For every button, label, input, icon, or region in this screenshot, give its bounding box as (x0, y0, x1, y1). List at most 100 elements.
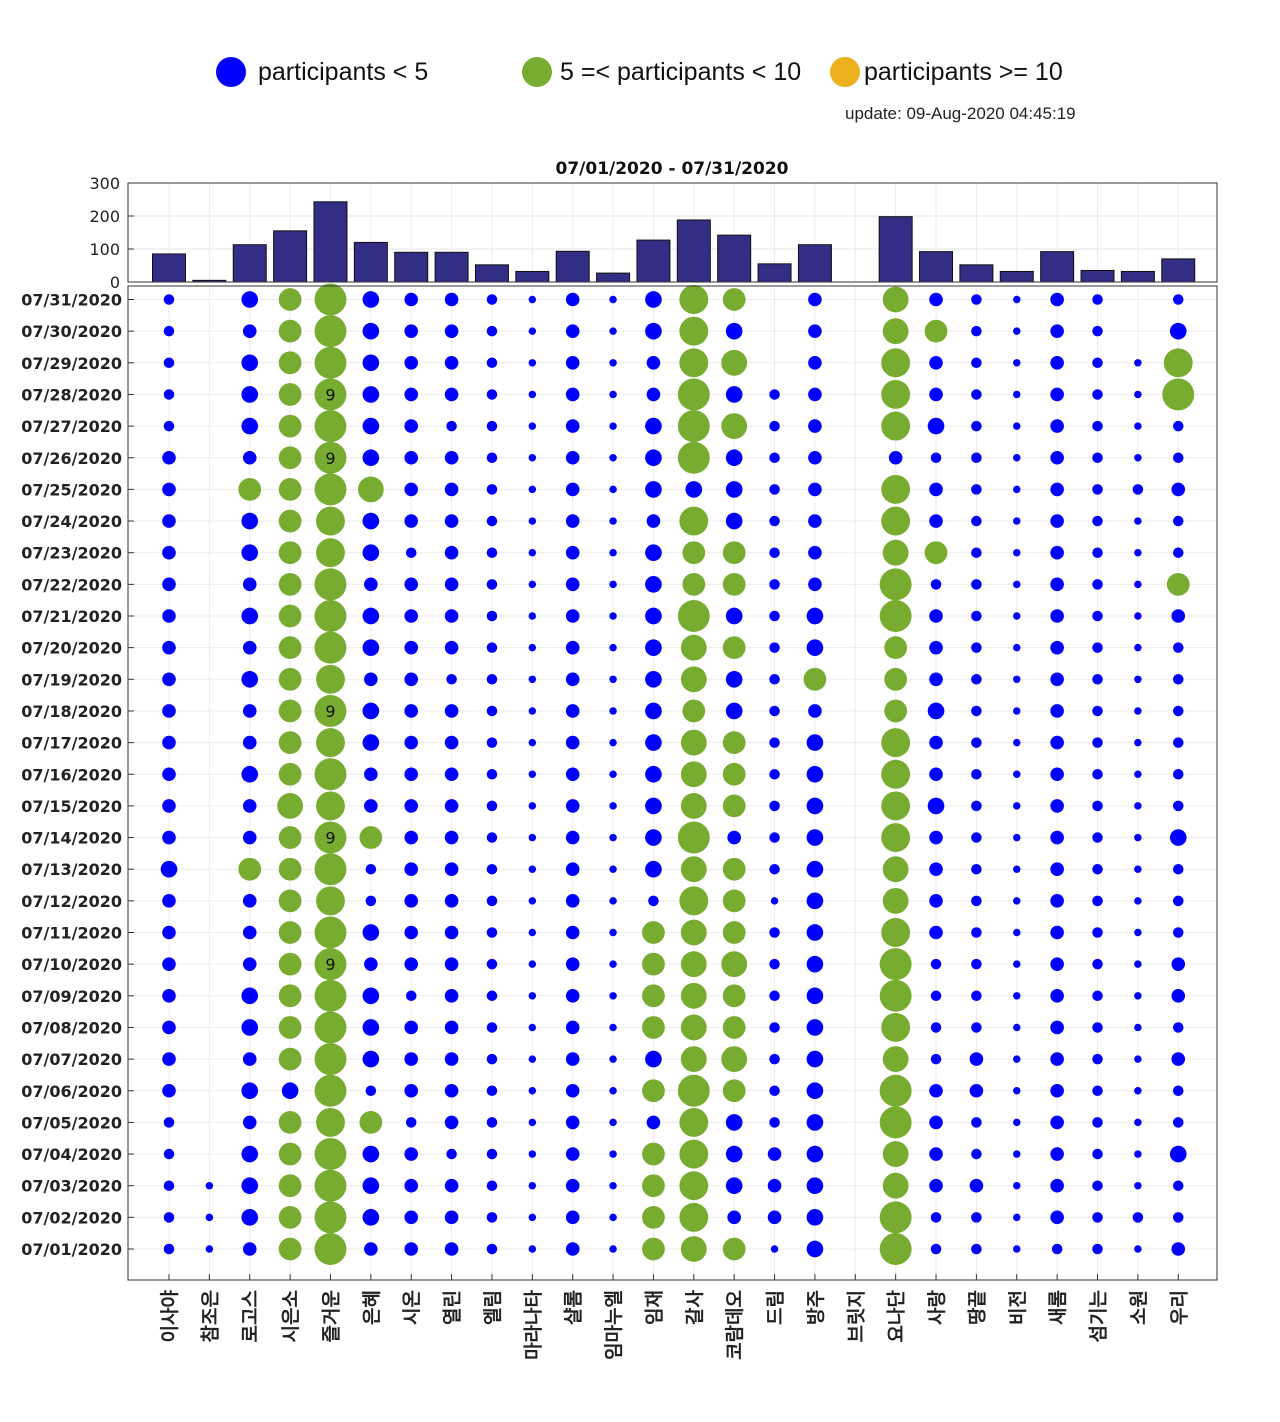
bubble-마라나타-07/30/2020 (528, 327, 537, 335)
bubble-갈사-07/23/2020 (682, 541, 706, 565)
bubble-은혜-07/31/2020 (362, 291, 380, 308)
bubble-이사야-07/18/2020 (162, 704, 176, 718)
bubble-즐거운-07/25/2020 (314, 473, 347, 506)
bubble-임마누엘-07/05/2020 (609, 1118, 617, 1127)
bubble-갈사-07/19/2020 (680, 666, 707, 693)
bubble-로고스-07/27/2020 (241, 417, 259, 435)
bubble-우리-07/22/2020 (1166, 572, 1190, 596)
bubble-코람데오-07/20/2020 (722, 636, 746, 660)
bubble-임마누엘-07/22/2020 (609, 580, 617, 589)
bubble-코람데오-07/29/2020 (721, 349, 748, 376)
bubble-은혜-07/21/2020 (362, 607, 380, 625)
bubble-시은소-07/23/2020 (278, 541, 302, 565)
bubble-코람데오-07/09/2020 (722, 984, 746, 1008)
bubble-비전-07/13/2020 (1013, 865, 1021, 873)
bubble-마라나타-07/29/2020 (528, 359, 537, 367)
bubble-섬기는-07/07/2020 (1092, 1053, 1103, 1065)
bubble-섬기는-07/09/2020 (1092, 990, 1103, 1002)
bubble-섬기는-07/13/2020 (1092, 863, 1103, 875)
bubble-비전-07/07/2020 (1013, 1055, 1021, 1063)
bubble-시은소-07/22/2020 (278, 572, 302, 596)
bubble-드림-07/22/2020 (769, 579, 780, 590)
bubble-즐거운-07/04/2020 (314, 1138, 347, 1171)
bubble-이사야-07/21/2020 (162, 609, 176, 623)
bubble-방주-07/30/2020 (808, 324, 822, 338)
bubble-엘림-07/25/2020 (486, 484, 498, 495)
bubble-value-label: 9 (325, 702, 335, 721)
bar-샬롬 (555, 250, 590, 283)
bubble-임마누엘-07/17/2020 (609, 738, 617, 747)
bubble-갈사-07/21/2020 (677, 600, 710, 632)
bubble-소원-07/04/2020 (1134, 1150, 1142, 1158)
bubble-섬기는-07/21/2020 (1092, 610, 1103, 622)
bubble-시은소-07/04/2020 (278, 1142, 302, 1166)
bubble-우리-07/31/2020 (1172, 294, 1184, 305)
bubble-임마누엘-07/30/2020 (609, 327, 617, 335)
bubble-요나단-07/26/2020 (888, 450, 903, 465)
bubble-샬롬-07/31/2020 (565, 292, 580, 307)
bubble-샬롬-07/25/2020 (565, 482, 580, 497)
bubble-샬롬-07/13/2020 (565, 862, 580, 876)
bubble-코람데오-07/04/2020 (725, 1145, 743, 1163)
bubble-즐거운-07/23/2020 (316, 538, 345, 568)
bubble-은혜-07/28/2020 (362, 386, 380, 403)
bubble-마라나타-07/25/2020 (528, 485, 537, 494)
bubble-로고스-07/26/2020 (242, 450, 257, 465)
bubble-갈사-07/07/2020 (680, 1046, 707, 1073)
bubble-열린-07/15/2020 (444, 799, 459, 813)
bubble-마라나타-07/27/2020 (528, 422, 537, 430)
bubble-방주-07/20/2020 (806, 639, 824, 656)
bubble-갈사-07/10/2020 (680, 951, 707, 978)
bubble-마라나타-07/17/2020 (528, 738, 537, 747)
bubble-땅끝-07/29/2020 (971, 357, 982, 369)
bubble-임재-07/18/2020 (645, 702, 662, 720)
bar-드림 (757, 263, 792, 283)
bubble-이사야-07/10/2020 (162, 957, 176, 971)
bubble-땅끝-07/23/2020 (971, 547, 982, 558)
date-label: 07/30/2020 (21, 322, 122, 341)
bubble-임마누엘-07/06/2020 (609, 1087, 617, 1095)
bubble-우리-07/11/2020 (1172, 927, 1184, 938)
bubble-사랑-07/23/2020 (924, 541, 948, 565)
bubble-땅끝-07/13/2020 (971, 863, 982, 875)
bubble-소원-07/12/2020 (1134, 897, 1142, 905)
bubble-우리-07/21/2020 (1171, 609, 1186, 623)
bubble-이사야-07/19/2020 (162, 672, 176, 687)
bubble-임마누엘-07/19/2020 (609, 675, 617, 684)
bubble-소원-07/11/2020 (1134, 928, 1142, 937)
bubble-열린-07/04/2020 (446, 1148, 457, 1160)
bubble-시은소-07/30/2020 (278, 319, 302, 343)
bubble-섬기는-07/10/2020 (1092, 958, 1103, 970)
bubble-땅끝-07/16/2020 (971, 768, 982, 780)
bubble-요나단-07/22/2020 (879, 568, 912, 601)
bubble-사랑-07/22/2020 (930, 579, 942, 590)
bubble-우리-07/19/2020 (1172, 674, 1184, 685)
bubble-이사야-07/25/2020 (162, 482, 176, 497)
church-label: 임마누엘 (603, 1290, 625, 1360)
bubble-방주-07/26/2020 (808, 450, 822, 465)
bubble-로고스-07/22/2020 (242, 577, 257, 592)
bubble-땅끝-07/31/2020 (971, 294, 982, 305)
bubble-땅끝-07/28/2020 (971, 389, 982, 400)
bubble-소원-07/29/2020 (1134, 359, 1142, 367)
legend-dot-high (830, 57, 860, 87)
bubble-엘림-07/09/2020 (486, 990, 498, 1002)
date-label: 07/23/2020 (21, 544, 122, 563)
bubble-소원-07/20/2020 (1134, 643, 1142, 652)
bubble-엘림-07/02/2020 (486, 1212, 498, 1223)
bubble-엘림-07/14/2020 (486, 832, 498, 843)
bubble-소원-07/09/2020 (1134, 992, 1142, 1000)
bubble-소원-07/24/2020 (1134, 517, 1142, 525)
bubble-열린-07/16/2020 (444, 767, 459, 782)
bubble-갈사-07/04/2020 (679, 1139, 709, 1169)
legend-item-high: participants >= 10 (830, 54, 1063, 90)
bubble-갈사-07/31/2020 (679, 285, 709, 314)
bubble-엘림-07/08/2020 (486, 1022, 498, 1033)
bubble-엘림-07/13/2020 (486, 863, 498, 875)
bubble-방주-07/27/2020 (808, 419, 822, 433)
bubble-방주-07/28/2020 (808, 387, 822, 402)
bubble-코람데오-07/31/2020 (722, 288, 746, 311)
bubble-은혜-07/30/2020 (362, 322, 380, 340)
bubble-우리-07/29/2020 (1163, 348, 1193, 378)
bubble-로고스-07/04/2020 (241, 1145, 259, 1163)
